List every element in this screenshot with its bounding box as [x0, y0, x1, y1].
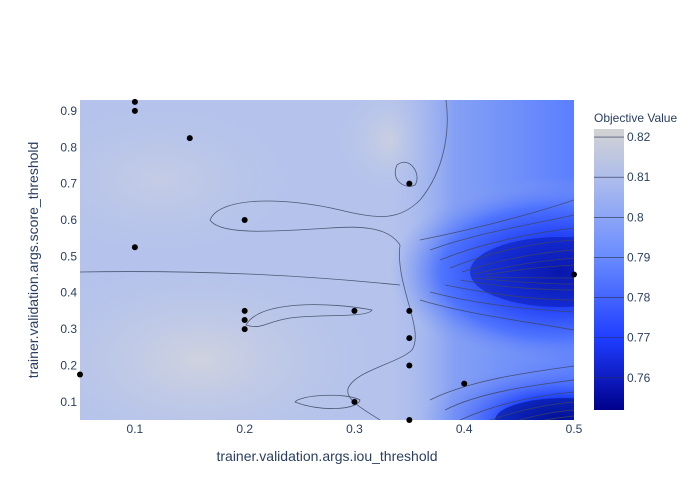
y-axis-ticks: 0.1 0.2 0.3 0.4 0.5 0.6 0.7 0.8 0.9	[60, 104, 77, 409]
colorbar-tick-label: 0.81	[627, 170, 651, 184]
y-tick-label: 0.1	[60, 395, 77, 409]
y-tick-label: 0.4	[60, 286, 77, 300]
trial-point	[77, 371, 83, 378]
trial-point	[406, 362, 413, 369]
trial-point	[241, 307, 248, 314]
y-tick-label: 0.5	[60, 249, 77, 263]
trial-point	[406, 335, 413, 342]
trial-point	[131, 244, 138, 251]
trial-point	[351, 307, 358, 314]
trial-point	[241, 326, 248, 333]
trial-point	[351, 398, 358, 405]
trial-point	[131, 107, 138, 114]
trial-points	[77, 98, 577, 423]
x-tick-label: 0.1	[127, 422, 144, 436]
trial-point	[131, 98, 138, 105]
colorbar-tick-label: 0.79	[627, 250, 651, 264]
trial-point	[406, 307, 413, 314]
colorbar-title: Objective Value	[594, 111, 677, 125]
colorbar-ticks: 0.76 0.77 0.78 0.79 0.8 0.81 0.82	[594, 130, 651, 385]
trial-point	[571, 271, 577, 278]
trial-point	[406, 417, 413, 423]
x-axis-title: trainer.validation.args.iou_threshold	[216, 448, 437, 464]
colorbar-tick-label: 0.82	[627, 130, 651, 144]
colorbar-tick-label: 0.8	[627, 210, 644, 224]
colorbar-tick-label: 0.78	[627, 291, 651, 305]
y-axis-title: trainer.validation.args.score_threshold	[25, 142, 41, 379]
y-tick-label: 0.7	[60, 177, 77, 191]
colorbar: Objective Value 0.760.770.780.790.80.810…	[594, 111, 677, 410]
y-tick-label: 0.3	[60, 322, 77, 336]
trial-point	[461, 380, 468, 387]
x-tick-label: 0.2	[236, 422, 253, 436]
trial-point	[241, 317, 248, 323]
colorbar-gradient	[594, 129, 624, 410]
colorbar-tick-label: 0.76	[627, 371, 651, 385]
trial-point	[241, 217, 248, 223]
y-tick-label: 0.9	[60, 104, 77, 118]
y-tick-label: 0.2	[60, 358, 77, 372]
y-tick-label: 0.6	[60, 213, 77, 227]
trial-point	[186, 135, 193, 142]
x-tick-label: 0.4	[456, 422, 473, 436]
x-axis-ticks: 0.1 0.2 0.3 0.4 0.5	[127, 422, 583, 436]
x-tick-label: 0.5	[566, 422, 583, 436]
y-tick-label: 0.8	[60, 140, 77, 154]
trial-point	[406, 180, 413, 187]
x-tick-label: 0.3	[346, 422, 363, 436]
colorbar-tick-label: 0.77	[627, 331, 651, 345]
contour-lines	[80, 100, 574, 420]
